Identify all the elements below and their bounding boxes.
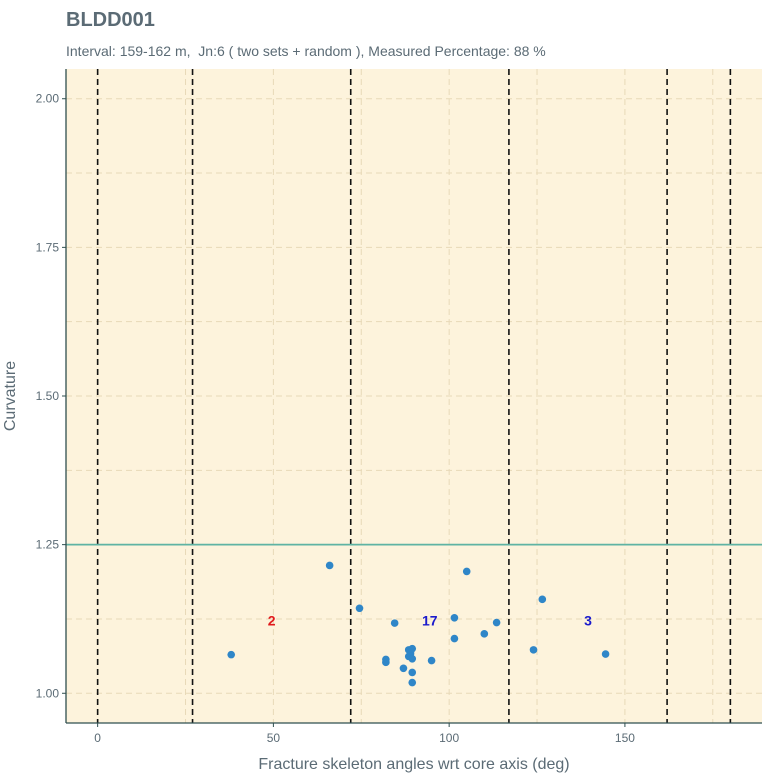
x-tick-label: 100 <box>439 731 459 745</box>
sector-dashed-lines <box>96 69 732 723</box>
data-point <box>408 654 417 663</box>
x-tick-label: 50 <box>267 731 281 745</box>
data-point <box>601 650 610 658</box>
data-point <box>492 618 501 627</box>
sector-count-label: 3 <box>584 613 592 629</box>
data-point <box>390 619 399 627</box>
data-point <box>399 664 408 673</box>
data-point <box>529 646 538 654</box>
sector-count-labels: 2 17 3 <box>268 613 592 629</box>
y-tick-label: 2.00 <box>36 92 60 106</box>
x-tick-label: 150 <box>615 731 635 745</box>
y-tick-label: 1.00 <box>36 686 60 700</box>
x-axis-title: Fracture skeleton angles wrt core axis (… <box>258 756 569 773</box>
data-points <box>227 561 610 687</box>
data-point <box>355 604 364 613</box>
data-point <box>450 613 459 622</box>
chart-title: BLDD001 <box>66 9 155 31</box>
y-tick-label: 1.50 <box>36 389 60 403</box>
data-point <box>538 595 547 604</box>
data-point <box>408 644 417 653</box>
sector-count-label: 17 <box>422 613 438 629</box>
data-point <box>480 630 489 638</box>
sector-count-label: 2 <box>268 613 276 629</box>
y-tick-label: 1.75 <box>36 240 60 254</box>
data-point <box>427 656 436 665</box>
x-tick-label: 0 <box>94 731 101 745</box>
data-point <box>462 567 471 576</box>
chart-subtitle: Interval: 159-162 m, Jn:6 ( two sets + r… <box>66 43 546 59</box>
x-axis-ticks: 0 50 100 150 <box>94 723 635 745</box>
data-point <box>382 658 390 667</box>
data-point <box>408 668 417 677</box>
data-point <box>450 634 459 643</box>
data-point <box>408 678 417 687</box>
y-axis-ticks: 1.00 1.25 1.50 1.75 2.00 <box>36 92 66 700</box>
y-axis-title: Curvature <box>2 361 19 431</box>
data-point <box>325 561 334 570</box>
y-tick-label: 1.25 <box>36 538 60 552</box>
data-point <box>227 650 236 659</box>
